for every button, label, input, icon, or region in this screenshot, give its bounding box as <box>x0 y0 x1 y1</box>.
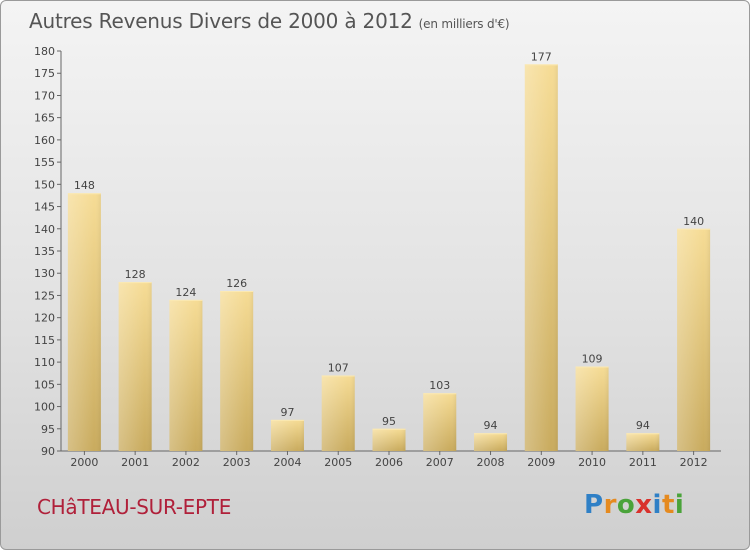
bar-shade <box>169 299 203 451</box>
x-tick-label: 2011 <box>629 456 657 469</box>
town-name: CHâTEAU-SUR-EPTE <box>37 495 232 519</box>
x-tick-label: 2005 <box>324 456 352 469</box>
x-tick-label: 2000 <box>70 456 98 469</box>
data-label: 97 <box>280 406 294 419</box>
bar-shade <box>372 428 406 451</box>
bar-shade <box>270 419 304 451</box>
bar-shade <box>118 282 152 451</box>
data-label: 107 <box>328 361 349 374</box>
x-tick-label: 2008 <box>477 456 505 469</box>
y-tick-label: 100 <box>34 401 55 414</box>
x-tick-label: 2010 <box>578 456 606 469</box>
data-label: 177 <box>531 50 552 63</box>
logo-letter: x <box>635 490 653 520</box>
y-tick-label: 115 <box>34 334 55 347</box>
chart-title-text: Autres Revenus Divers de 2000 à 2012 <box>29 9 413 33</box>
x-tick-label: 2002 <box>172 456 200 469</box>
logo-letter: o <box>616 490 636 520</box>
x-tick-label: 2004 <box>273 456 301 469</box>
bar-shade <box>474 433 508 451</box>
logo-letter: P <box>584 490 604 520</box>
chart-subtitle: (en milliers d'€) <box>418 17 510 31</box>
bar-shade <box>677 228 711 451</box>
y-tick-label: 160 <box>34 134 55 147</box>
y-tick-label: 125 <box>34 289 55 302</box>
bar-shade <box>220 291 254 451</box>
x-tick-label: 2012 <box>680 456 708 469</box>
y-tick-label: 165 <box>34 112 55 125</box>
axes-group: 90 95 100 105 110 115 120 125 130 135 140 145 150 155… <box>34 45 721 458</box>
proxiti-logo: Proxiti <box>584 490 684 520</box>
x-tick-label: 2003 <box>223 456 251 469</box>
logo-letter: r <box>603 490 617 520</box>
y-tick-label: 135 <box>34 245 55 258</box>
x-tick-label: 2007 <box>426 456 454 469</box>
bar-shade <box>423 393 457 451</box>
data-label: 94 <box>636 419 650 432</box>
bars-group <box>67 64 711 452</box>
logo-letter: t <box>661 490 675 520</box>
data-label: 109 <box>582 353 603 366</box>
y-tick-label: 130 <box>34 267 55 280</box>
bar-shade <box>575 366 609 451</box>
data-label: 126 <box>226 277 247 290</box>
y-tick-label: 120 <box>34 312 55 325</box>
y-tick-label: 155 <box>34 156 55 169</box>
bar-shade <box>67 193 101 451</box>
data-label: 94 <box>484 419 498 432</box>
y-tick-label: 145 <box>34 201 55 214</box>
data-label: 124 <box>175 286 196 299</box>
y-tick-label: 175 <box>34 67 55 80</box>
y-tick-label: 105 <box>34 378 55 391</box>
y-tick-label: 150 <box>34 178 55 191</box>
chart-title: Autres Revenus Divers de 2000 à 2012 (en … <box>29 9 510 33</box>
logo-letter: i <box>674 490 685 520</box>
data-label: 128 <box>125 268 146 281</box>
x-tick-label: 2006 <box>375 456 403 469</box>
labels-group: 148 2000 128 2001 124 2002 126 2003 97 2004 107 200… <box>70 50 707 469</box>
y-tick-label: 95 <box>41 423 55 436</box>
x-tick-label: 2001 <box>121 456 149 469</box>
y-tick-label: 180 <box>34 45 55 58</box>
logo-letter: i <box>652 490 662 520</box>
data-label: 140 <box>683 215 704 228</box>
data-label: 103 <box>429 379 450 392</box>
bar-shade <box>321 375 355 451</box>
y-tick-label: 90 <box>41 445 55 458</box>
bar-shade <box>626 433 660 451</box>
bar-shade <box>524 64 558 452</box>
y-tick-label: 170 <box>34 89 55 102</box>
y-tick-label: 140 <box>34 223 55 236</box>
data-label: 95 <box>382 415 396 428</box>
y-tick-label: 110 <box>34 356 55 369</box>
x-tick-label: 2009 <box>527 456 555 469</box>
data-label: 148 <box>74 179 95 192</box>
